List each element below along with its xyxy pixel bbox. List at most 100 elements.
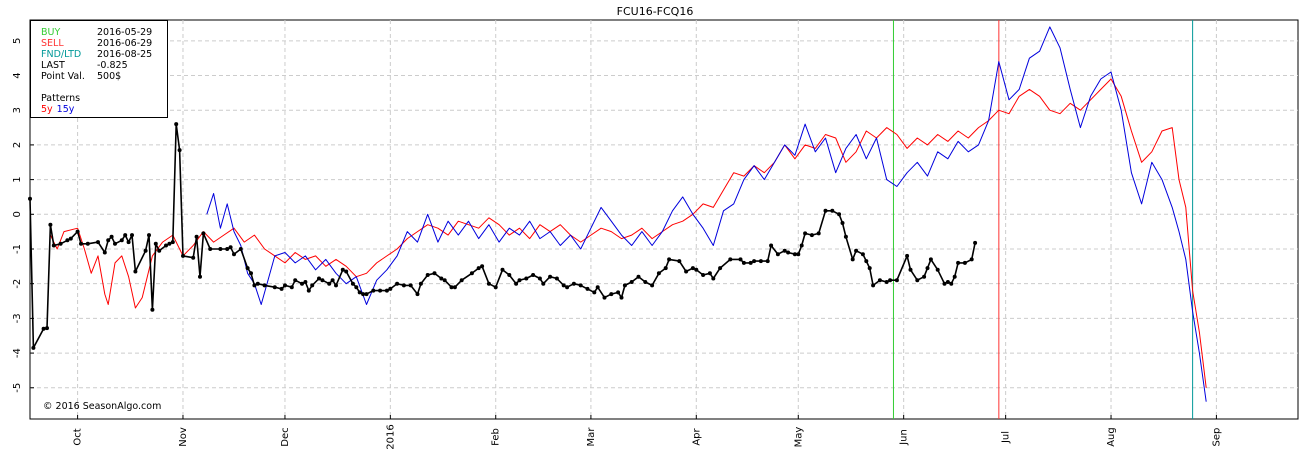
data-point <box>752 259 757 264</box>
data-point <box>908 267 913 272</box>
data-point <box>153 241 158 246</box>
sell-value: 2016-06-29 <box>97 38 153 49</box>
data-point <box>228 245 233 250</box>
data-point <box>636 274 641 279</box>
data-point <box>945 280 950 284</box>
y-tick-label: -4 <box>12 348 23 358</box>
x-tick-label: 2016 <box>385 424 396 449</box>
data-point <box>728 257 733 262</box>
point-value-value: 500$ <box>97 71 122 82</box>
x-tick-label: Sep <box>1211 428 1222 447</box>
y-tick-label: 3 <box>12 107 23 113</box>
data-point <box>928 257 933 262</box>
data-point <box>218 247 223 251</box>
data-point <box>65 238 70 243</box>
data-point <box>378 288 383 293</box>
data-point <box>792 252 797 257</box>
data-point <box>690 266 695 271</box>
data-point <box>850 257 855 262</box>
data-point <box>425 273 430 277</box>
data-point <box>28 196 32 201</box>
data-point <box>51 243 56 248</box>
data-point <box>395 281 400 286</box>
data-point <box>164 243 168 248</box>
data-point <box>361 292 366 297</box>
x-tick-label: Jul <box>1001 431 1012 444</box>
data-point <box>942 281 947 286</box>
data-point <box>480 264 485 269</box>
data-point <box>147 233 151 238</box>
data-point <box>415 292 420 297</box>
patterns-legend-row: 5y 15y <box>41 104 167 115</box>
data-point <box>565 285 570 290</box>
data-point <box>75 229 80 234</box>
data-point <box>969 257 974 262</box>
data-point <box>622 283 627 288</box>
data-point <box>500 267 505 272</box>
data-point <box>656 271 661 276</box>
data-point <box>245 266 250 271</box>
data-point <box>803 231 808 236</box>
data-point <box>775 252 780 257</box>
data-point <box>344 269 349 274</box>
data-point <box>102 250 107 255</box>
data-point <box>616 290 621 295</box>
series-lines <box>28 26 1207 402</box>
fnd-label: FND/LTD <box>41 49 82 60</box>
data-point <box>68 236 73 241</box>
legend-5y: 5y <box>41 104 53 115</box>
y-tick-label: -5 <box>12 383 23 393</box>
data-point <box>310 283 315 288</box>
data-point <box>922 274 927 279</box>
data-point <box>748 260 753 265</box>
data-point <box>973 240 978 245</box>
data-point <box>905 253 910 258</box>
data-point <box>48 222 53 227</box>
data-point <box>96 240 100 245</box>
data-point <box>208 247 213 251</box>
data-point <box>41 326 46 331</box>
data-point <box>677 259 682 264</box>
patterns-row: Patterns <box>41 93 167 104</box>
data-point <box>888 278 893 283</box>
data-point <box>225 247 230 251</box>
data-point <box>707 271 712 276</box>
copyright-text: © 2016 SeasonAlgo.com <box>43 401 162 412</box>
data-point <box>796 252 801 257</box>
data-point <box>143 248 148 253</box>
patterns-label: Patterns <box>41 93 81 104</box>
data-point <box>663 266 668 271</box>
data-point <box>449 285 454 290</box>
series-line-15y <box>206 26 1207 402</box>
data-point <box>629 280 634 284</box>
data-point <box>823 208 828 213</box>
data-point <box>252 283 257 288</box>
data-point <box>877 278 882 283</box>
data-point <box>293 278 298 283</box>
data-point <box>701 273 706 277</box>
data-point <box>840 221 845 225</box>
data-point <box>650 283 655 288</box>
data-point <box>388 286 393 291</box>
fnd-value: 2016-08-25 <box>97 49 153 60</box>
data-point <box>884 280 889 284</box>
data-point <box>303 280 308 284</box>
data-point <box>592 290 597 295</box>
y-tick-label: -1 <box>12 244 23 254</box>
sell-label: SELL <box>41 38 64 49</box>
data-point <box>765 259 770 264</box>
data-point <box>279 286 284 291</box>
data-point <box>157 248 162 253</box>
last-label: LAST <box>41 60 65 71</box>
y-tick-label: 2 <box>12 142 23 148</box>
data-point <box>867 266 872 271</box>
data-point <box>514 281 519 286</box>
series-5y <box>49 78 1207 388</box>
data-point <box>962 260 967 265</box>
data-point <box>384 288 389 293</box>
data-point <box>340 267 345 272</box>
data-point <box>334 283 338 288</box>
series-line-5y <box>49 78 1207 388</box>
data-point <box>741 260 746 265</box>
data-point <box>609 292 614 297</box>
